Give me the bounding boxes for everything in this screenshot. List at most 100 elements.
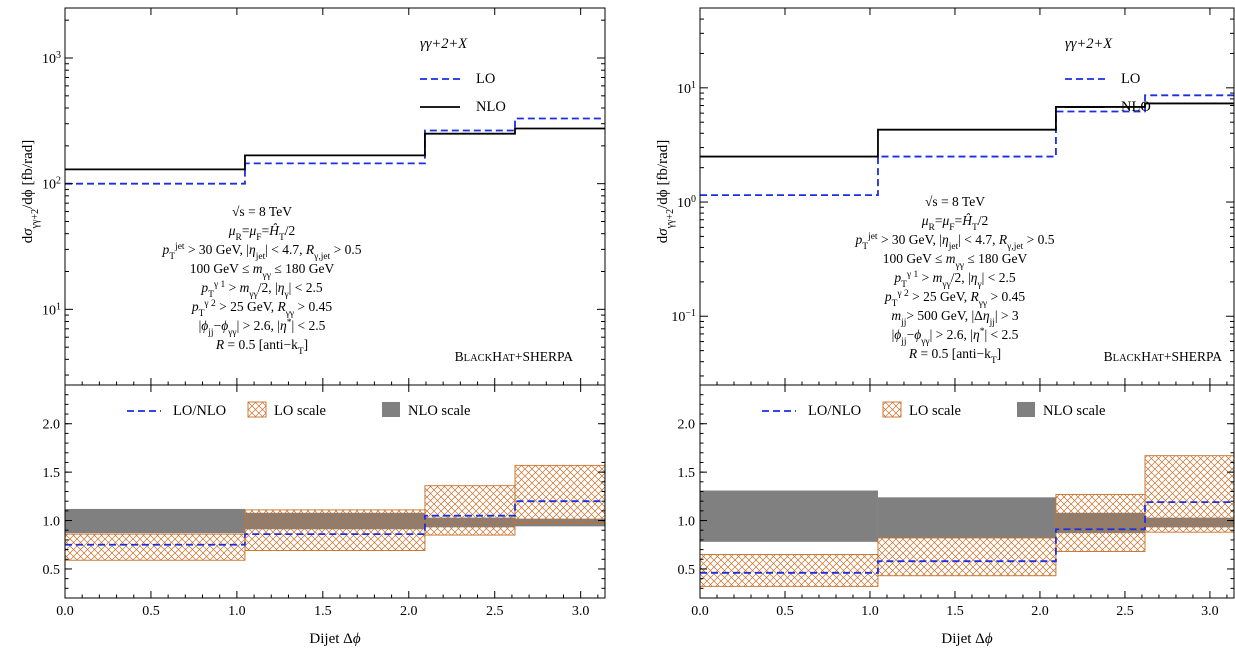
nlo-scale-band-bin <box>877 497 1056 538</box>
physics-annotation-part: η <box>942 232 949 247</box>
physics-annotation-part: μ <box>941 213 949 228</box>
physics-annotation-part: Ĥ <box>961 213 973 228</box>
physics-annotation-part: γγ <box>227 328 236 338</box>
physics-annotation-part: p <box>162 242 170 257</box>
physics-annotation-part: γγ <box>285 309 294 319</box>
physics-annotation-part: * <box>980 327 985 337</box>
nlo-scale-legend-swatch <box>382 402 400 417</box>
physics-annotation-part: | < 2.5 <box>984 327 1018 342</box>
physics-annotation-part: > 0.45 <box>294 299 332 314</box>
physics-annotation: 100 GeV ≤ mγγ ≤ 180 GeV <box>190 261 335 281</box>
physics-annotation: √s = 8 TeV <box>232 204 292 219</box>
physics-annotation-part: R <box>215 337 225 352</box>
x-tick-label: 2.0 <box>400 604 418 619</box>
physics-annotation-part: F <box>949 223 954 233</box>
physics-annotation-part: η <box>971 270 978 285</box>
x-axis-title-phi: ϕ <box>985 631 993 647</box>
physics-annotation-part: T <box>298 347 304 357</box>
ratio-legend-label: LO/NLO <box>173 403 226 419</box>
x-tick-label: 0.5 <box>142 604 160 619</box>
physics-annotation: R = 0.5 [anti−kT] <box>908 346 1001 366</box>
top-plot-frame <box>64 7 606 386</box>
legend-label-nlo: NLO <box>1121 99 1151 115</box>
legend-label-lo: LO <box>476 71 495 87</box>
physics-annotation-part: − <box>907 327 915 342</box>
physics-annotation-part: ϕ <box>914 327 921 342</box>
physics-annotation-part: γ 2 <box>896 289 909 299</box>
legend-label-lo: LO <box>1121 71 1140 87</box>
lo-scale-band-bin <box>1144 455 1235 533</box>
generator-label-part: LACK <box>1113 353 1142 364</box>
lo-scale-band-bin <box>424 485 516 536</box>
physics-annotation-part: = 0.5 [anti−k <box>917 346 991 361</box>
physics-annotation-part: jj <box>989 318 995 328</box>
x-tick-label: 3.0 <box>1201 604 1219 619</box>
physics-annotation-part: ] <box>304 337 309 352</box>
x-axis-title-phi: ϕ <box>353 631 361 647</box>
physics-annotation-part: T <box>169 252 175 262</box>
physics-annotation-part: m <box>891 308 901 323</box>
x-tick-label: 3.0 <box>572 604 590 619</box>
y-tick-label: 101 <box>42 301 61 319</box>
physics-annotation-part: m <box>933 270 943 285</box>
y-tick-label: 100 <box>677 194 696 212</box>
physics-annotation-part: jj <box>207 328 213 338</box>
physics-annotation-part: jet <box>867 232 878 242</box>
x-tick-label: 1.5 <box>314 604 332 619</box>
lo-scale-band-bin <box>699 553 879 587</box>
physics-annotation-part: R <box>908 346 918 361</box>
physics-annotation-part: > 25 GeV, <box>909 289 971 304</box>
physics-annotation-part: > <box>918 270 932 285</box>
generator-label-part: +SHERPA <box>1164 349 1222 364</box>
physics-annotation-part: T <box>892 299 898 309</box>
y-axis-title: dσγγ+2/dϕ [fb/rad] <box>655 140 676 244</box>
physics-annotation-part: R <box>276 299 286 314</box>
physics-annotation-part: > 0.5 <box>1023 232 1054 247</box>
legend-label-nlo: NLO <box>476 99 506 115</box>
physics-annotation-part: 100 GeV ≤ <box>883 251 946 266</box>
physics-annotation-part: γγ <box>978 299 987 309</box>
physics-annotation-part: ] <box>997 346 1002 361</box>
physics-annotation-part: γγ <box>955 261 964 271</box>
nlo-scale-legend-label: NLO scale <box>1043 403 1105 419</box>
physics-annotation-part: /2, | <box>951 270 971 285</box>
physics-annotation-part: | < 2.5 <box>291 318 325 333</box>
process-label: γγ+2+X <box>420 36 468 52</box>
physics-annotation-part: ϕ <box>221 318 228 333</box>
generator-label-part: B <box>455 349 464 364</box>
physics-annotation-part: γ <box>283 290 288 300</box>
physics-annotation-part: γ <box>976 280 981 290</box>
physics-annotation-part: > 500 GeV, |Δ <box>906 308 983 323</box>
y-tick-exp: 3 <box>56 50 61 61</box>
physics-annotation-part: γ 1 <box>906 270 919 280</box>
lo-nlo-ratio-line <box>65 500 605 546</box>
physics-annotation: μR=μF=ĤT/2 <box>228 223 296 243</box>
x-tick-label: 0.5 <box>776 604 794 619</box>
lo-scale-band-bin <box>64 533 246 561</box>
physics-annotation-part: η <box>983 308 990 323</box>
physics-annotation: pTγ 1 > mγγ/2, |ηγ| < 2.5 <box>200 280 322 300</box>
physics-annotation: R = 0.5 [anti−kT] <box>215 337 308 357</box>
generator-label-part: H <box>492 349 502 364</box>
generator-label-part: AT <box>502 353 515 364</box>
physics-annotation-part: p <box>200 280 208 295</box>
physics-annotation: |ϕjj−ϕγγ| > 2.6, |η*| < 2.5 <box>199 318 326 338</box>
x-tick-label: 1.5 <box>946 604 964 619</box>
generator-label: BLACKHAT+SHERPA <box>1104 349 1223 364</box>
y-tick-label: 10−1 <box>671 308 696 326</box>
physics-annotation-part: p <box>855 232 863 247</box>
ratio-y-tick-label: 1.5 <box>43 466 61 481</box>
physics-annotation-part: m <box>253 261 263 276</box>
lo-scale-legend-swatch <box>247 401 267 418</box>
physics-annotation-part: T <box>991 356 997 366</box>
ratio-legend-label: LO/NLO <box>808 403 861 419</box>
y-tick-label: 103 <box>42 50 61 68</box>
physics-annotation-part: T <box>208 290 214 300</box>
physics-annotation-part: μ <box>228 223 236 238</box>
y-axis-title-sub: γγ+2 <box>665 209 676 229</box>
series-line-lo <box>700 94 1234 197</box>
physics-annotation-part: = 0.5 [anti−k <box>224 337 298 352</box>
series-line-nlo <box>700 102 1234 158</box>
